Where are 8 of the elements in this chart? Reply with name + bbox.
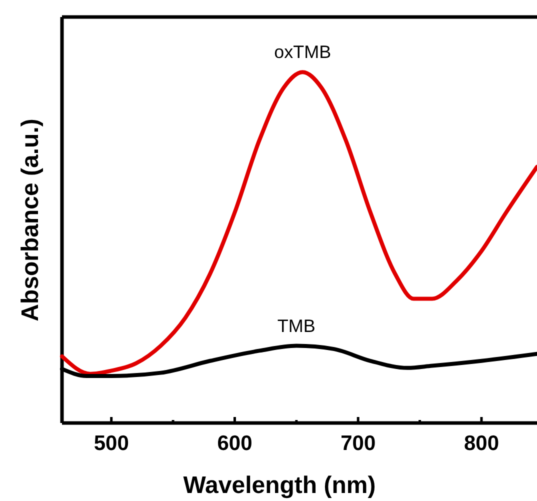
x-tick-label: 500 bbox=[94, 432, 129, 455]
x-tick-label: 600 bbox=[217, 432, 252, 455]
x-tick-label: 800 bbox=[464, 432, 500, 455]
annotation: TMB bbox=[277, 316, 316, 336]
text: oxTMB bbox=[274, 42, 332, 62]
x-axis-title: Wavelength (nm) bbox=[183, 472, 376, 499]
y-axis-title: Absorbance (a.u.) bbox=[17, 118, 44, 322]
x-tick-label: 700 bbox=[340, 432, 376, 455]
